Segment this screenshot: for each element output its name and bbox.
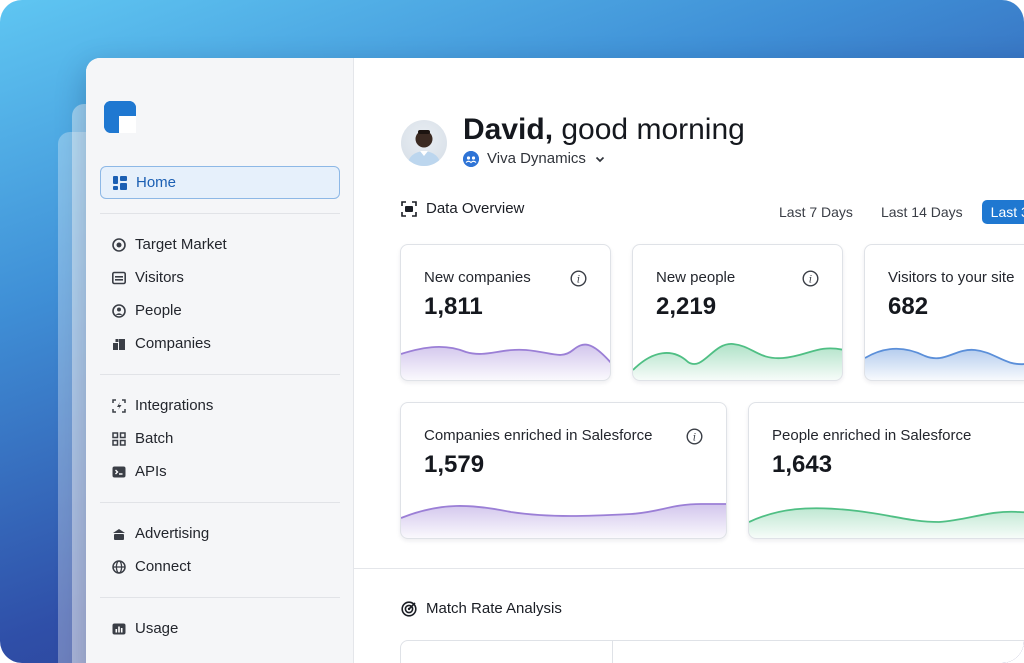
section-title: Data Overview (426, 200, 525, 217)
sidebar-item-label: Integrations (135, 397, 214, 414)
sidebar-item-label: Advertising (135, 525, 210, 542)
range-option-30-days[interactable]: Last 30 Days (981, 200, 1024, 224)
metric-value: 1,643 (772, 451, 833, 478)
section-divider (354, 568, 1024, 569)
metric-card-visitors[interactable]: Visitors to your site 682 (864, 244, 1024, 381)
sidebar-item-visitors[interactable]: Visitors (100, 261, 340, 294)
batch-icon (112, 431, 126, 446)
sidebar-item-companies[interactable]: Companies (100, 327, 340, 360)
advertising-icon (113, 528, 125, 540)
globe-icon (112, 559, 126, 574)
sidebar-item-people[interactable]: People (100, 294, 340, 327)
metric-card-companies-enriched[interactable]: Companies enriched in Salesforce 1,579 i (400, 402, 727, 539)
sidebar-item-label: Target Market (135, 236, 227, 253)
sidebar: Home Target Market Visitor (86, 58, 354, 663)
sidebar-item-advertising[interactable]: Advertising (100, 517, 340, 550)
match-rate-panel (400, 640, 1024, 663)
sidebar-item-home[interactable]: Home (100, 166, 340, 199)
sidebar-divider (100, 213, 340, 214)
api-icon (112, 466, 126, 477)
visitors-icon (112, 271, 126, 284)
metric-value: 2,219 (656, 293, 717, 320)
metric-title: Companies enriched in Salesforce (424, 427, 653, 444)
info-icon[interactable]: i (686, 428, 703, 445)
scan-icon (401, 200, 417, 217)
data-overview-heading: Data Overview (401, 200, 524, 217)
sidebar-item-label: Usage (135, 620, 179, 637)
target-icon (112, 237, 126, 252)
integrations-icon (112, 398, 126, 413)
svg-text:i: i (693, 433, 696, 444)
app-window: Home Target Market Visitor (86, 58, 1024, 663)
app-logo (104, 101, 136, 133)
sidebar-item-connect[interactable]: Connect (100, 550, 340, 583)
organization-name: Viva Dynamics (487, 150, 586, 167)
match-rate-heading: Match Rate Analysis (401, 600, 562, 617)
avatar[interactable] (401, 120, 447, 166)
sidebar-item-batch[interactable]: Batch (100, 422, 340, 455)
sparkline-chart (865, 347, 1024, 380)
metric-card-new-companies[interactable]: New companies 1,811 i (400, 244, 611, 381)
sidebar-item-label: People (135, 302, 182, 319)
organization-switcher[interactable]: Viva Dynamics (463, 150, 606, 167)
metric-title: New people (656, 269, 736, 286)
sparkline-chart (401, 343, 610, 380)
sidebar-item-label: Visitors (135, 269, 184, 286)
greeting-text: good morning (561, 113, 745, 146)
metric-title: New companies (424, 269, 531, 286)
metric-card-people-enriched[interactable]: People enriched in Salesforce 1,643 (748, 402, 1024, 539)
sidebar-item-label: Connect (135, 558, 191, 575)
svg-text:i: i (577, 275, 580, 286)
metric-card-new-people[interactable]: New people 2,219 i (632, 244, 843, 381)
sidebar-item-target-market[interactable]: Target Market (100, 228, 340, 261)
date-range-selector: Last 7 Days Last 14 Days Last 30 Days (770, 200, 1024, 224)
section-title: Match Rate Analysis (426, 600, 562, 617)
target-icon (401, 600, 417, 617)
metric-title: People enriched in Salesforce (772, 427, 972, 444)
user-photo-icon (407, 130, 441, 166)
team-icon (463, 150, 479, 167)
sidebar-divider (100, 597, 340, 598)
metric-value: 1,811 (424, 293, 483, 320)
info-icon[interactable]: i (802, 270, 819, 287)
page-title: David, good morning (463, 113, 745, 147)
sidebar-item-integrations[interactable]: Integrations (100, 389, 340, 422)
main-content: David, good morning Viva Dynamics (354, 58, 1024, 663)
nav-primary: Home Target Market Visitor (100, 166, 340, 645)
sidebar-item-label: APIs (135, 463, 167, 480)
chevron-down-icon (595, 156, 605, 162)
range-option-7-days[interactable]: Last 7 Days (779, 204, 853, 220)
panel-divider (612, 641, 613, 663)
sparkline-chart (633, 343, 842, 380)
range-option-14-days[interactable]: Last 14 Days (880, 204, 963, 220)
metric-value: 1,579 (424, 451, 485, 478)
usage-icon (112, 623, 126, 634)
metric-title: Visitors to your site (888, 269, 1015, 286)
sidebar-item-label: Companies (135, 335, 211, 352)
grid-icon (113, 175, 127, 190)
info-icon[interactable]: i (570, 270, 587, 287)
metric-value: 682 (888, 293, 929, 320)
sparkline-chart (749, 507, 1024, 538)
sidebar-divider (100, 374, 340, 375)
sidebar-divider (100, 502, 340, 503)
sidebar-item-usage[interactable]: Usage (100, 612, 340, 645)
svg-text:i: i (809, 275, 812, 286)
sidebar-item-label: Batch (135, 430, 174, 447)
companies-icon (113, 338, 125, 350)
people-icon (112, 303, 126, 318)
sidebar-item-label: Home (136, 174, 177, 191)
user-name: David, (463, 113, 554, 146)
sidebar-item-apis[interactable]: APIs (100, 455, 340, 488)
sparkline-chart (401, 503, 726, 538)
